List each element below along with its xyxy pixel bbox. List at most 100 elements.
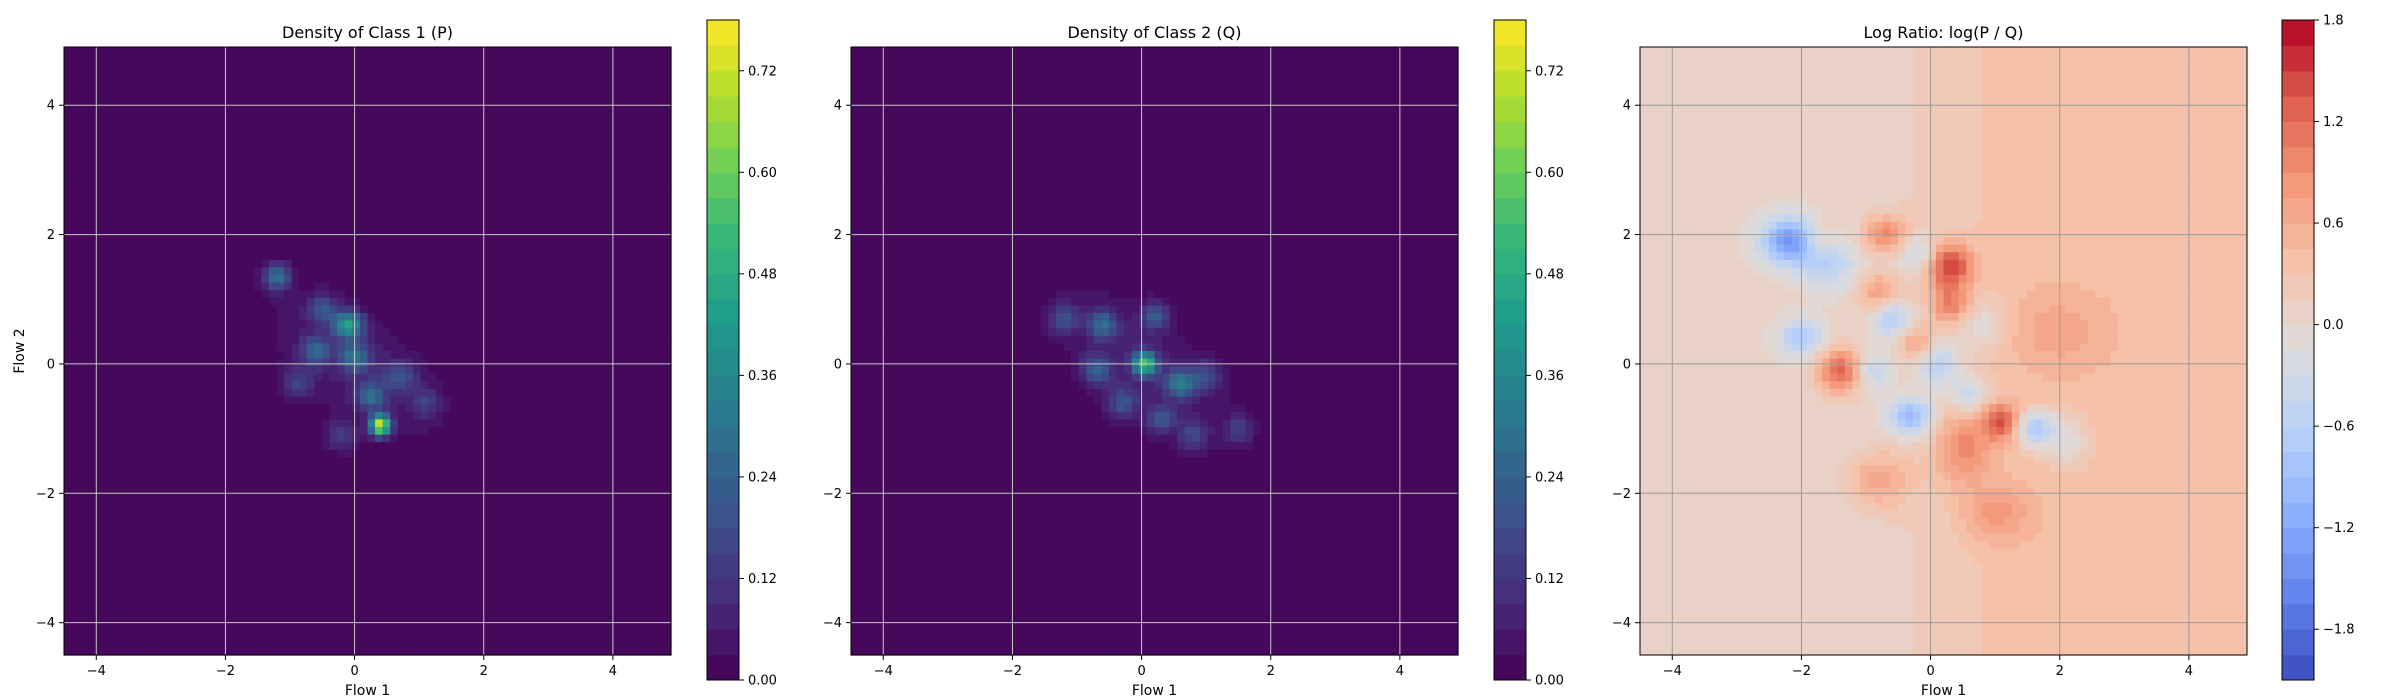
heatmap-cell (595, 343, 603, 351)
heatmap-cell (383, 465, 391, 473)
heatmap-cell (79, 298, 87, 306)
heatmap-cell (436, 488, 444, 496)
heatmap-cell (170, 108, 178, 116)
heatmap-cell (246, 503, 254, 511)
heatmap-cell (345, 245, 353, 253)
heatmap-cell (102, 214, 110, 222)
heatmap-cell (299, 237, 307, 245)
heatmap-cell (360, 70, 368, 78)
heatmap-cell (231, 237, 239, 245)
heatmap-cell (663, 214, 671, 222)
heatmap-cell (64, 267, 72, 275)
heatmap-cell (193, 176, 201, 184)
heatmap-cell (261, 222, 269, 230)
heatmap-cell (451, 199, 459, 207)
heatmap-cell (254, 450, 262, 458)
heatmap-cell (451, 237, 459, 245)
heatmap-cell (519, 153, 527, 161)
heatmap-cell (519, 93, 527, 101)
heatmap-cell (299, 93, 307, 101)
heatmap-cell (557, 237, 565, 245)
heatmap-cell (504, 146, 512, 154)
heatmap-cell (276, 267, 284, 275)
heatmap-cell (322, 138, 330, 146)
heatmap-cell (656, 374, 664, 382)
heatmap-cell (125, 260, 133, 268)
heatmap-cell (292, 214, 300, 222)
heatmap-cell (565, 351, 573, 359)
heatmap-cell (64, 161, 72, 169)
heatmap-cell (504, 503, 512, 511)
heatmap-cell (588, 131, 596, 139)
heatmap-cell (193, 518, 201, 526)
heatmap-cell (641, 184, 649, 192)
heatmap-cell (330, 70, 338, 78)
heatmap-cell (110, 495, 118, 503)
heatmap-cell (193, 131, 201, 139)
heatmap-cell (276, 321, 284, 329)
heatmap-cell (481, 412, 489, 420)
heatmap-cell (610, 267, 618, 275)
heatmap-cell (94, 47, 102, 55)
heatmap-cell (64, 47, 72, 55)
heatmap-cell (428, 283, 436, 291)
heatmap-cell (383, 260, 391, 268)
heatmap-cell (147, 427, 155, 435)
heatmap-cell (178, 290, 186, 298)
heatmap-cell (185, 495, 193, 503)
heatmap-cell (519, 473, 527, 481)
heatmap-cell (375, 503, 383, 511)
heatmap-cell (201, 343, 209, 351)
heatmap-cell (512, 252, 520, 260)
heatmap-cell (588, 457, 596, 465)
heatmap-cell (201, 214, 209, 222)
heatmap-cell (140, 93, 148, 101)
heatmap-cell (185, 55, 193, 63)
heatmap-cell (223, 488, 231, 496)
heatmap-cell (534, 146, 542, 154)
heatmap-cell (368, 199, 376, 207)
heatmap-cell (542, 184, 550, 192)
heatmap-cell (231, 108, 239, 116)
heatmap-cell (110, 62, 118, 70)
heatmap-cell (239, 366, 247, 374)
heatmap-cell (580, 222, 588, 230)
heatmap-cell (132, 298, 140, 306)
heatmap-cell (443, 381, 451, 389)
heatmap-cell (459, 169, 467, 177)
heatmap-cell (375, 305, 383, 313)
heatmap-cell (117, 55, 125, 63)
heatmap-cell (352, 191, 360, 199)
heatmap-cell (223, 435, 231, 443)
heatmap-cell (436, 93, 444, 101)
heatmap-cell (193, 503, 201, 511)
heatmap-cell (314, 366, 322, 374)
heatmap-cell (489, 389, 497, 397)
heatmap-cell (443, 237, 451, 245)
heatmap-cell (451, 495, 459, 503)
heatmap-cell (254, 138, 262, 146)
heatmap-cell (633, 450, 641, 458)
heatmap-cell (72, 55, 80, 63)
heatmap-cell (269, 381, 277, 389)
heatmap-cell (656, 412, 664, 420)
heatmap-cell (307, 495, 315, 503)
heatmap-cell (565, 495, 573, 503)
heatmap-cell (512, 229, 520, 237)
heatmap-cell (436, 207, 444, 215)
heatmap-cell (625, 343, 633, 351)
heatmap-cell (117, 275, 125, 283)
heatmap-cell (512, 214, 520, 222)
heatmap-cell (633, 397, 641, 405)
heatmap-cell (527, 503, 535, 511)
heatmap-cell (208, 283, 216, 291)
heatmap-cell (489, 77, 497, 85)
heatmap-cell (496, 321, 504, 329)
heatmap-cell (550, 252, 558, 260)
heatmap-cell (565, 146, 573, 154)
heatmap-cell (117, 161, 125, 169)
heatmap-cell (208, 480, 216, 488)
heatmap-cell (413, 480, 421, 488)
heatmap-cell (185, 351, 193, 359)
heatmap-cell (512, 404, 520, 412)
